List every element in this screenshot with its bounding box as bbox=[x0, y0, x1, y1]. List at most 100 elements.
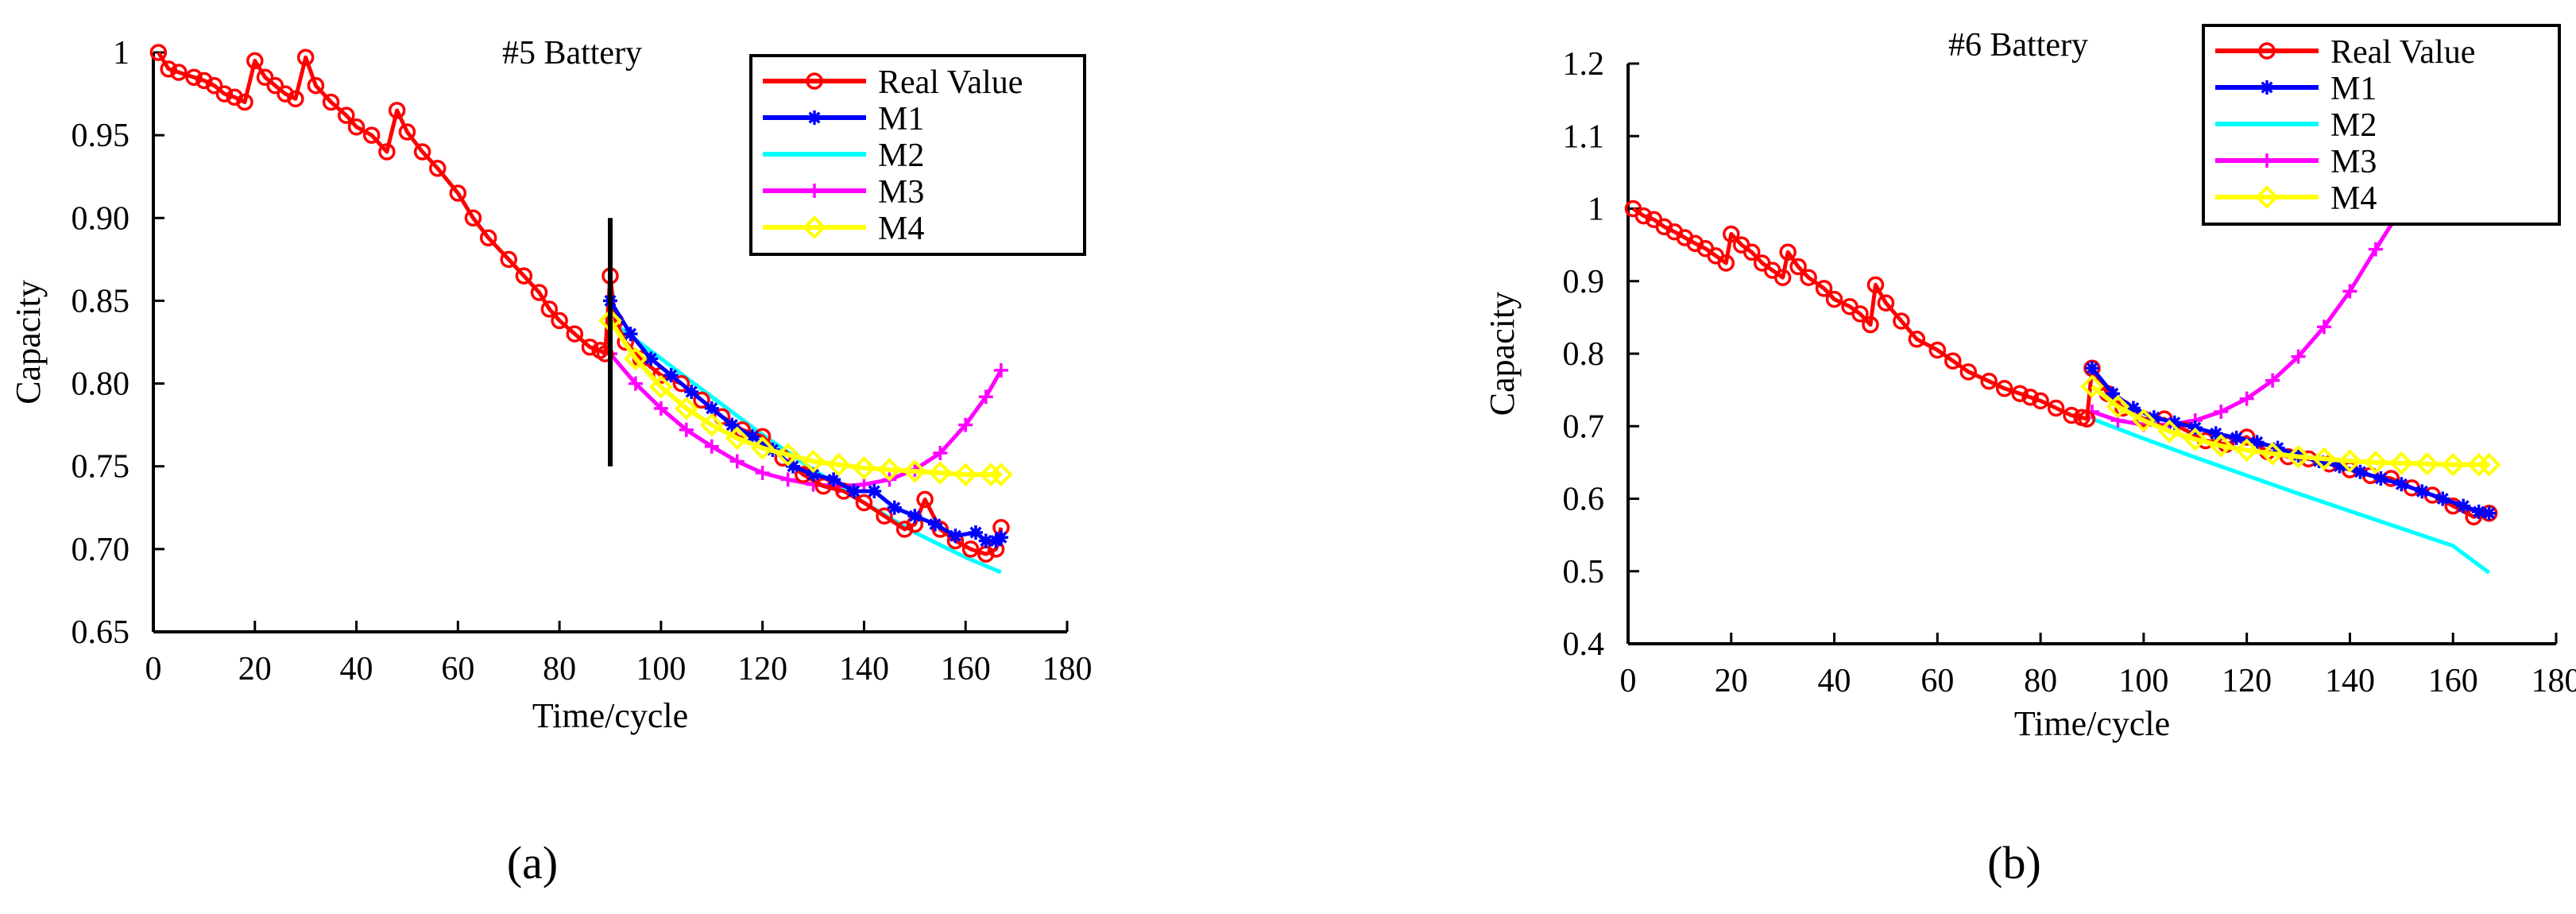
y-tick-label: 0.7 bbox=[1563, 409, 1605, 445]
series-m4 bbox=[2080, 374, 2501, 477]
data-point bbox=[2477, 452, 2501, 477]
data-point bbox=[2481, 505, 2497, 521]
series-line bbox=[157, 51, 1004, 556]
x-tick-label: 80 bbox=[2024, 663, 2057, 699]
data-point bbox=[2364, 451, 2388, 474]
x-tick-label: 40 bbox=[1818, 663, 1851, 699]
data-point bbox=[2466, 452, 2491, 477]
data-point bbox=[2389, 451, 2414, 475]
data-point bbox=[2105, 386, 2120, 401]
data-point bbox=[953, 463, 978, 486]
data-point bbox=[1851, 305, 1869, 323]
legend-marker bbox=[2258, 42, 2276, 60]
data-point bbox=[2441, 452, 2466, 477]
data-point bbox=[725, 426, 749, 451]
data-point bbox=[969, 525, 983, 540]
y-tick-label: 1.1 bbox=[1563, 118, 1605, 155]
data-point bbox=[750, 436, 775, 460]
data-point bbox=[581, 338, 599, 356]
x-tick-label: 140 bbox=[2325, 663, 2375, 699]
legend-label: M1 bbox=[2330, 71, 2377, 107]
data-point bbox=[2342, 284, 2357, 299]
data-point bbox=[540, 300, 559, 318]
data-point bbox=[322, 93, 340, 111]
data-point bbox=[1825, 290, 1843, 308]
data-point bbox=[2471, 504, 2486, 519]
data-point bbox=[958, 417, 973, 432]
data-point bbox=[1815, 280, 1833, 297]
data-point bbox=[852, 455, 876, 480]
data-point bbox=[2373, 471, 2388, 486]
data-point bbox=[993, 362, 1008, 378]
data-point bbox=[1742, 243, 1761, 261]
series-m1 bbox=[603, 293, 1008, 548]
y-tick-label: 0.4 bbox=[1563, 626, 1605, 663]
legend-label: Real Value bbox=[878, 64, 1023, 101]
data-point bbox=[256, 68, 274, 86]
data-point bbox=[786, 459, 800, 474]
data-point bbox=[2214, 405, 2229, 419]
data-point bbox=[2368, 242, 2383, 257]
data-point bbox=[679, 422, 694, 437]
y-tick-label: 1 bbox=[1588, 192, 1604, 228]
chart-battery-5: 0 20 40 60 80 100 120 140 160 180 0.65 0.70 0.75 0.80… bbox=[9, 35, 1093, 735]
data-point bbox=[1995, 380, 2013, 397]
data-point bbox=[755, 466, 770, 481]
data-point bbox=[989, 463, 1013, 486]
data-point bbox=[246, 52, 264, 70]
data-point bbox=[2125, 401, 2141, 416]
data-point bbox=[624, 347, 648, 371]
data-point bbox=[1789, 258, 1807, 276]
data-point bbox=[745, 429, 760, 444]
x-axis-label: Time/cycle bbox=[532, 696, 688, 735]
x-tick-label: 80 bbox=[543, 651, 576, 687]
data-point bbox=[170, 64, 188, 81]
data-point bbox=[684, 384, 699, 399]
data-point bbox=[2132, 409, 2156, 432]
data-point bbox=[961, 540, 980, 558]
data-point bbox=[2167, 415, 2182, 430]
y-tick-label: 0.90 bbox=[72, 200, 130, 237]
chart-battery-6: 0 20 40 60 80 100 120 140 160 180 0.4 0.5 0.6 0.7 0.8 0… bbox=[1483, 24, 2576, 743]
data-point bbox=[378, 143, 396, 161]
data-point bbox=[663, 368, 679, 383]
data-point bbox=[287, 90, 304, 108]
series-line bbox=[609, 319, 1002, 575]
data-point bbox=[928, 461, 953, 485]
legend-marker bbox=[803, 215, 826, 239]
legend-label: M2 bbox=[2330, 107, 2377, 144]
series-m4 bbox=[598, 308, 1013, 486]
y-tick-label: 0.5 bbox=[1563, 554, 1605, 591]
data-point bbox=[2338, 449, 2362, 473]
data-point bbox=[1893, 312, 1910, 330]
data-point bbox=[2317, 320, 2331, 335]
data-point bbox=[978, 533, 993, 548]
data-point bbox=[704, 439, 719, 454]
data-point bbox=[993, 530, 1008, 545]
data-point bbox=[551, 312, 568, 330]
y-tick-label: 1 bbox=[113, 35, 130, 72]
data-point bbox=[1980, 372, 1998, 390]
data-point bbox=[2312, 447, 2336, 471]
legend-marker bbox=[2260, 80, 2274, 95]
x-tick-label: 160 bbox=[2428, 663, 2478, 699]
data-point bbox=[729, 454, 745, 469]
data-point bbox=[2286, 444, 2311, 469]
data-point bbox=[1959, 363, 1978, 381]
data-point bbox=[623, 327, 638, 342]
data-point bbox=[877, 458, 902, 482]
y-axis-label: Capacity bbox=[1483, 292, 1522, 416]
data-point bbox=[704, 401, 719, 416]
data-point bbox=[2208, 426, 2223, 441]
y-tick-label: 0.6 bbox=[1563, 482, 1605, 518]
data-point bbox=[876, 507, 893, 525]
y-tick-label: 0.70 bbox=[72, 532, 130, 568]
y-tick-label: 0.65 bbox=[72, 614, 130, 651]
series-m2 bbox=[609, 319, 1002, 575]
data-point bbox=[1634, 207, 1653, 225]
data-point bbox=[429, 160, 447, 177]
data-point bbox=[2456, 498, 2471, 513]
data-point bbox=[2080, 374, 2104, 398]
data-point bbox=[413, 143, 431, 161]
